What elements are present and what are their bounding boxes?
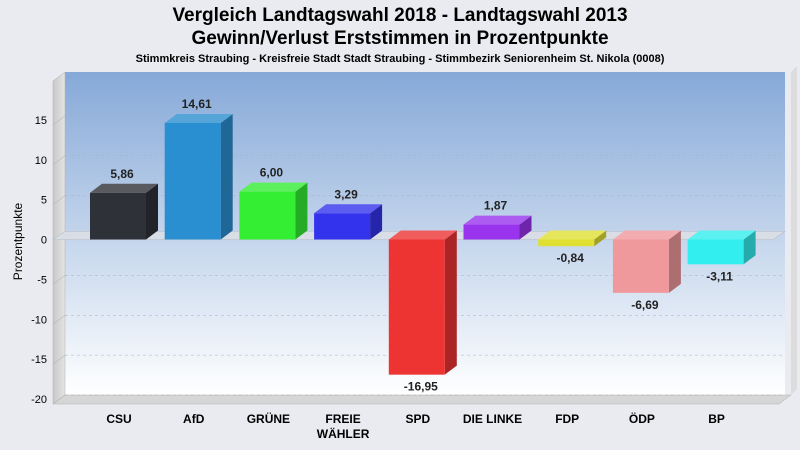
category-label: SPD bbox=[405, 412, 430, 426]
bar-front bbox=[314, 213, 371, 240]
data-label: 3,29 bbox=[334, 187, 358, 201]
category-label: FDP bbox=[555, 412, 579, 426]
data-label: 14,61 bbox=[182, 97, 212, 111]
category-label: CSU bbox=[106, 412, 131, 426]
bar-top bbox=[239, 182, 308, 192]
bar-side bbox=[594, 230, 607, 247]
bar bbox=[388, 230, 457, 375]
data-label: 6,00 bbox=[260, 166, 284, 180]
data-label: -16,95 bbox=[404, 380, 438, 394]
category-label: AfD bbox=[183, 412, 205, 426]
y-tick-label: -15 bbox=[31, 354, 47, 366]
bar bbox=[612, 230, 681, 293]
category-label: DIE LINKE bbox=[463, 412, 522, 426]
data-label: -3,11 bbox=[706, 269, 733, 283]
bar-front bbox=[90, 192, 146, 240]
y-tick-label: 15 bbox=[35, 115, 47, 127]
bars bbox=[90, 113, 756, 375]
y-tick-label: -10 bbox=[31, 314, 47, 326]
bar-side bbox=[519, 215, 532, 240]
bar-side bbox=[668, 230, 681, 293]
y-tick-label: 10 bbox=[35, 155, 47, 167]
data-label: 5,86 bbox=[110, 167, 134, 181]
bar-side bbox=[444, 230, 457, 375]
bar-top bbox=[612, 230, 681, 240]
category-label: BP bbox=[708, 412, 725, 426]
category-label: WÄHLER bbox=[317, 426, 370, 441]
category-label: GRÜNE bbox=[247, 411, 290, 426]
chart-header: Vergleich Landtagswahl 2018 - Landtagswa… bbox=[0, 4, 800, 65]
bar-front bbox=[463, 224, 520, 240]
grid-line-side bbox=[52, 155, 66, 165]
category-label: ÖDP bbox=[629, 411, 655, 426]
bar bbox=[687, 230, 756, 265]
grid-line-side bbox=[52, 354, 66, 365]
chart-title-line-1: Vergleich Landtagswahl 2018 - Landtagswa… bbox=[172, 5, 628, 26]
bar-front bbox=[612, 239, 669, 293]
bar-front bbox=[164, 122, 221, 240]
bar-top bbox=[538, 230, 607, 240]
bar-top bbox=[463, 215, 532, 225]
y-tick-label: -20 bbox=[31, 394, 47, 406]
bar bbox=[538, 230, 607, 247]
bar-side bbox=[295, 182, 308, 240]
grid-line-side bbox=[52, 315, 66, 325]
grid-line-side bbox=[52, 115, 66, 126]
bar-top bbox=[687, 230, 756, 240]
data-label: -6,69 bbox=[631, 298, 659, 312]
bar-side bbox=[220, 113, 233, 240]
bar-top bbox=[314, 204, 383, 214]
bar-front bbox=[388, 239, 445, 375]
bar bbox=[164, 113, 233, 240]
chart-subtitle: Stimmkreis Straubing - Kreisfreie Stadt … bbox=[135, 53, 665, 65]
data-label: -0,84 bbox=[557, 251, 585, 265]
bar-front bbox=[538, 239, 595, 247]
plot-floor bbox=[52, 394, 792, 405]
plot-right-edge bbox=[791, 66, 797, 395]
category-label: FREIE bbox=[325, 412, 360, 426]
y-tick-label: 0 bbox=[41, 235, 47, 247]
bar-side bbox=[370, 204, 383, 240]
bar bbox=[90, 183, 158, 240]
y-axis-label: Prozentpunkte bbox=[11, 202, 25, 280]
bar bbox=[314, 204, 383, 240]
bar bbox=[463, 215, 532, 240]
data-label: 1,87 bbox=[484, 199, 508, 213]
bar-side bbox=[743, 230, 756, 265]
bar-top bbox=[90, 183, 158, 193]
grid-line-side bbox=[52, 394, 66, 405]
bar-front bbox=[239, 191, 296, 240]
labels: 15 10 5 0 -5 -10 -15 -20 Prozentpunkte 5,86 CSU 14,… bbox=[11, 97, 733, 441]
y-tick-label: -5 bbox=[37, 274, 47, 286]
bar-top bbox=[164, 113, 233, 123]
y-tick-label: 5 bbox=[41, 195, 47, 207]
grid-line-side bbox=[52, 195, 66, 205]
bar-front bbox=[687, 239, 744, 265]
chart-title-line-2: Gewinn/Verlust Erststimmen in Prozentpun… bbox=[191, 28, 609, 49]
bar-side bbox=[146, 183, 158, 240]
grid-line-side bbox=[52, 275, 66, 285]
bar-top bbox=[388, 230, 457, 240]
bar bbox=[239, 182, 308, 240]
